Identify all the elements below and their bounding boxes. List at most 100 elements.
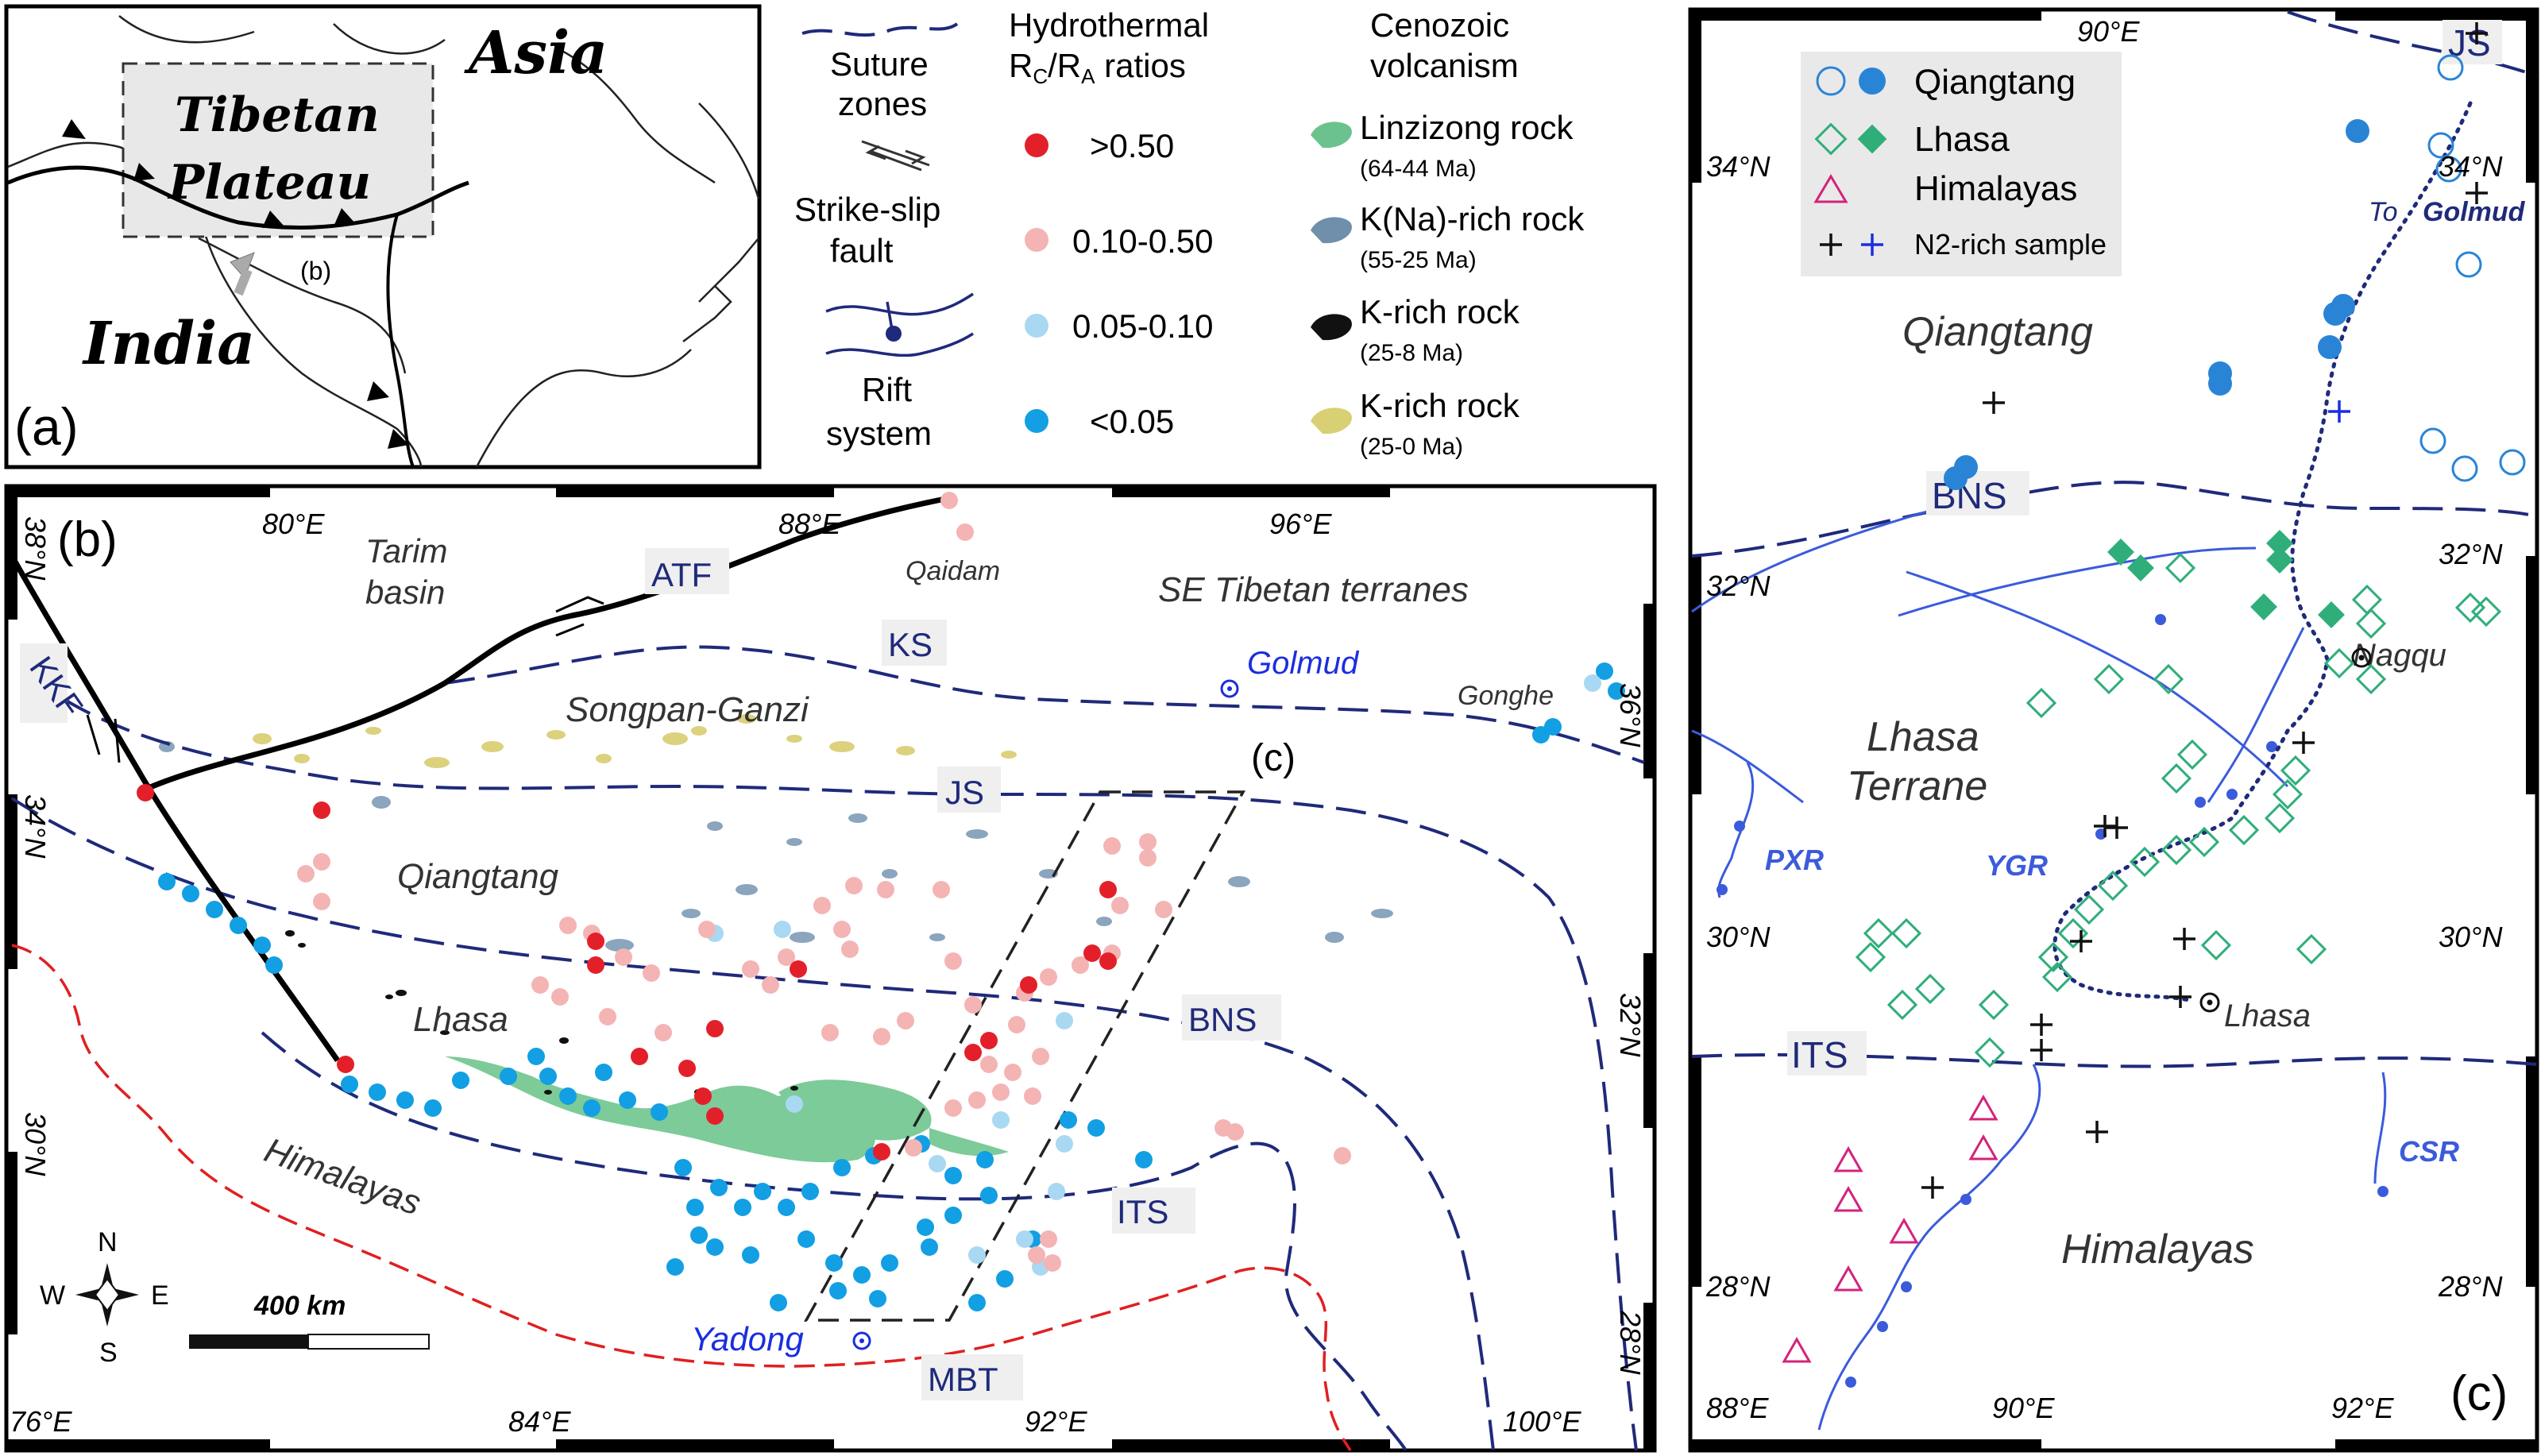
c-lat-34-right: 34°N [2439, 150, 2503, 183]
c-nagqu-label: Nagqu [2353, 638, 2446, 673]
legend-ratio-label-3: <0.05 [1090, 403, 1174, 440]
compass-w: W [40, 1280, 65, 1311]
legend-strikeslip-2: fault [830, 232, 894, 269]
legend-hydro-title-1: Hydrothermal [1009, 6, 1209, 44]
c-bns-label: BNS [1932, 475, 2007, 516]
c-lon-92: 92°E [2331, 1392, 2394, 1424]
c-lhasa-city-label: Lhasa [2224, 998, 2311, 1033]
legend-rift-dot [886, 326, 902, 342]
thrust-teeth-a [62, 119, 409, 449]
tarim-label-1: Tarim [365, 532, 447, 570]
legend-rift-2: system [826, 415, 932, 452]
legend-suture-symbol [801, 22, 959, 37]
c-lat-32-right: 32°N [2439, 538, 2503, 570]
lon-label-76: 76°E [10, 1405, 72, 1438]
panel-b-label: (b) [57, 512, 118, 567]
legend-volc-swatch-1 [1311, 217, 1352, 244]
india-label: India [82, 310, 255, 378]
panel-b-sutures [10, 645, 1645, 1452]
c-pxr-label: PXR [1765, 844, 1824, 876]
lat-label-38: 38°N [19, 516, 52, 581]
c-lat-30-right: 30°N [2439, 921, 2503, 953]
legend-volc-label-1: K(Na)-rich rock [1360, 200, 1585, 238]
c-legend-himalayas: Himalayas [1914, 169, 2077, 208]
hydro-points-midlow [706, 674, 1601, 1276]
c-lat-34-left: 34°N [1706, 150, 1771, 183]
indoburman-line [386, 214, 415, 468]
c-legend-lhasa: Lhasa [1914, 120, 2010, 159]
se-tibet-label: SE Tibetan terranes [1158, 570, 1469, 609]
legend-rift-line-1 [825, 292, 974, 316]
c-qiangtang-samples [1944, 54, 2526, 490]
kkf-fault [9, 554, 340, 1063]
compass-s: S [99, 1338, 118, 1368]
legend-volc-age-1: (55-25 Ma) [1360, 247, 1477, 273]
plateau-label-2: Plateau [167, 155, 371, 210]
lon-label-96: 96°E [1269, 508, 1332, 540]
lat-label-32: 32°N [1614, 993, 1647, 1057]
gonghe-label: Gonghe [1458, 681, 1554, 711]
legend-ratio-dot-2 [1025, 314, 1048, 338]
legend-suture-2: zones [838, 85, 927, 122]
compass-e: E [151, 1280, 169, 1311]
hydro-points-high [137, 784, 1117, 1161]
lhasa-label: Lhasa [413, 1000, 508, 1039]
lon-label-92: 92°E [1025, 1405, 1087, 1438]
bns-label: BNS [1188, 1001, 1257, 1038]
india-motion-shaft [234, 268, 253, 296]
legend-volc-swatch-0 [1311, 122, 1352, 149]
c-lat-32-left: 32°N [1706, 570, 1771, 602]
its-label: ITS [1117, 1193, 1168, 1230]
legend-volc-title-1: Cenozoic [1370, 6, 1509, 44]
c-legend: Qiangtang Lhasa Himalayas N2-rich sample [1801, 52, 2122, 276]
legend-ratio-label-0: >0.50 [1090, 127, 1174, 164]
c-himalaya-samples [1782, 1094, 1998, 1363]
c-js-suture [2287, 10, 2538, 77]
c-bns-suture [1691, 481, 2538, 558]
c-route [2052, 101, 2473, 1003]
legend-suture-1: Suture [830, 45, 929, 83]
legend-strikeslip-symbol [861, 140, 930, 172]
legend-ratio-dot-0 [1025, 133, 1048, 157]
inset-c-box [804, 790, 1245, 1322]
c-lon-top: 90°E [2077, 15, 2140, 48]
asia-label: Asia [464, 19, 608, 87]
scale-label: 400 km [253, 1291, 346, 1321]
lon-label-84: 84°E [508, 1405, 571, 1438]
scale-bar: 400 km [189, 1291, 430, 1350]
panel-c-border-ticks [1690, 10, 2537, 1450]
c-csr-label: CSR [2399, 1135, 2459, 1168]
legend-ratio-dot-1 [1025, 228, 1048, 252]
c-lon-88: 88°E [1706, 1392, 1769, 1424]
c-lhasa-label-2: Terrane [1847, 763, 1987, 809]
legend-volc-age-2: (25-8 Ma) [1360, 340, 1463, 366]
legend-strikeslip-1: Strike-slip [794, 191, 940, 228]
atf-fault [141, 496, 946, 794]
legend-rift-line-2 [825, 332, 974, 357]
lat-label-36: 36°N [1614, 683, 1647, 747]
c-ygr-label: YGR [1986, 849, 2048, 882]
panel-c: Qiangtang Lhasa Himalayas N2-rich sample… [1688, 7, 2539, 1453]
legend-rift-stem [886, 301, 894, 330]
c-legend-n2: N2-rich sample [1914, 228, 2107, 261]
inset-b-label: (b) [300, 257, 331, 285]
legend-volc-label-2: K-rich rock [1360, 293, 1520, 330]
c-lhasa-label-1: Lhasa [1867, 714, 1979, 760]
c-lat-30-left: 30°N [1706, 921, 1771, 953]
compass-rose: N S E W [40, 1227, 169, 1368]
golmud-marker [1220, 679, 1239, 698]
songpan-label: Songpan-Ganzi [566, 690, 809, 729]
legend-ratio-label-2: 0.05-0.10 [1072, 307, 1213, 345]
plateau-box [122, 62, 434, 238]
legend-volc-age-3: (25-0 Ma) [1360, 434, 1463, 460]
c-to-golmud-1: To [2369, 197, 2398, 227]
panel-a-label: (a) [14, 397, 79, 456]
c-qiangtang-label: Qiangtang [1902, 309, 2093, 355]
lon-label-100: 100°E [1503, 1405, 1581, 1438]
legend-volc-label-0: Linzizong rock [1360, 109, 1574, 146]
lon-label-88: 88°E [778, 508, 841, 540]
c-lon-90: 90°E [1992, 1392, 2055, 1424]
panel-b-border-ticks [6, 486, 1655, 1450]
india-motion-arrow [230, 252, 255, 279]
